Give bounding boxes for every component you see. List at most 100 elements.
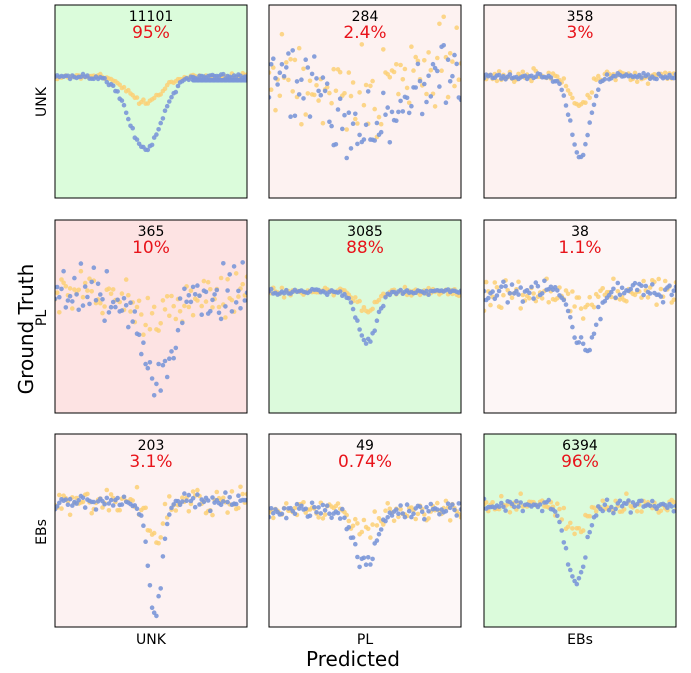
point-blue	[271, 510, 276, 516]
point-blue	[314, 76, 319, 81]
point-yellow	[580, 316, 586, 321]
point-blue	[426, 292, 431, 298]
point-blue	[602, 502, 608, 508]
point-blue	[340, 126, 345, 132]
point-yellow	[632, 70, 638, 76]
point-yellow	[662, 278, 668, 284]
point-yellow	[286, 77, 291, 83]
point-blue	[561, 93, 567, 98]
point-blue	[229, 309, 235, 314]
point-yellow	[391, 518, 397, 524]
point-blue	[104, 269, 110, 274]
point-blue	[318, 92, 324, 98]
cell-count: 6394	[562, 438, 598, 454]
point-blue	[158, 388, 163, 393]
point-blue	[296, 92, 302, 97]
point-yellow	[361, 517, 367, 523]
point-yellow	[450, 59, 455, 64]
point-blue	[307, 513, 313, 519]
point-blue	[67, 76, 73, 82]
point-blue	[322, 88, 328, 94]
point-blue	[115, 89, 120, 94]
point-blue	[169, 505, 174, 511]
point-blue	[322, 508, 328, 513]
point-blue	[303, 506, 309, 512]
point-blue	[203, 289, 209, 295]
cell-count: 284	[352, 9, 379, 25]
point-yellow	[180, 495, 185, 501]
point-yellow	[63, 284, 69, 289]
point-yellow	[458, 61, 461, 66]
point-blue	[363, 122, 369, 128]
point-yellow	[141, 332, 146, 338]
point-yellow	[279, 285, 285, 291]
panel-background	[269, 220, 461, 413]
point-yellow	[624, 299, 629, 304]
point-blue	[281, 74, 287, 79]
point-yellow	[580, 528, 586, 533]
point-blue	[671, 509, 676, 514]
point-blue	[613, 506, 618, 512]
point-yellow	[428, 67, 434, 73]
point-yellow	[353, 516, 358, 522]
point-blue	[604, 497, 610, 503]
point-blue	[361, 337, 367, 343]
point-blue	[458, 507, 461, 512]
point-yellow	[167, 494, 172, 499]
point-yellow	[404, 85, 410, 91]
point-blue	[353, 541, 358, 547]
point-blue	[402, 514, 408, 520]
point-yellow	[507, 510, 513, 515]
point-yellow	[381, 522, 386, 527]
point-blue	[288, 114, 293, 119]
point-yellow	[186, 509, 192, 514]
point-blue	[277, 70, 283, 75]
point-yellow	[98, 300, 103, 306]
point-yellow	[447, 518, 453, 523]
point-yellow	[355, 121, 360, 126]
point-blue	[632, 280, 638, 286]
point-blue	[428, 94, 434, 99]
point-blue	[115, 297, 120, 303]
point-blue	[307, 114, 313, 119]
point-blue	[411, 511, 416, 516]
point-blue	[378, 129, 384, 135]
point-blue	[456, 501, 461, 506]
point-yellow	[374, 523, 380, 528]
point-yellow	[368, 535, 373, 540]
point-yellow	[370, 522, 375, 527]
point-blue	[450, 73, 455, 79]
point-yellow	[357, 90, 362, 95]
point-blue	[141, 523, 146, 528]
point-yellow	[359, 308, 365, 314]
point-blue	[227, 495, 232, 500]
point-blue	[63, 305, 69, 310]
point-blue	[292, 511, 298, 517]
point-blue	[182, 491, 187, 496]
point-yellow	[162, 307, 168, 312]
point-blue	[128, 300, 133, 306]
point-blue	[507, 72, 513, 77]
point-blue	[602, 298, 608, 304]
point-blue	[565, 308, 571, 314]
point-blue	[160, 362, 166, 368]
point-blue	[208, 508, 213, 514]
point-yellow	[673, 280, 676, 285]
point-blue	[447, 505, 453, 511]
point-yellow	[494, 285, 500, 290]
point-yellow	[656, 276, 661, 282]
point-yellow	[188, 288, 194, 294]
point-blue	[615, 280, 621, 286]
point-blue	[80, 495, 86, 501]
point-blue	[269, 506, 274, 511]
point-yellow	[292, 57, 298, 63]
point-yellow	[104, 487, 110, 493]
point-blue	[593, 513, 599, 518]
point-blue	[450, 502, 455, 507]
point-blue	[173, 345, 179, 351]
point-blue	[385, 515, 391, 520]
point-blue	[639, 75, 644, 80]
point-blue	[430, 61, 436, 67]
point-blue	[496, 504, 502, 510]
